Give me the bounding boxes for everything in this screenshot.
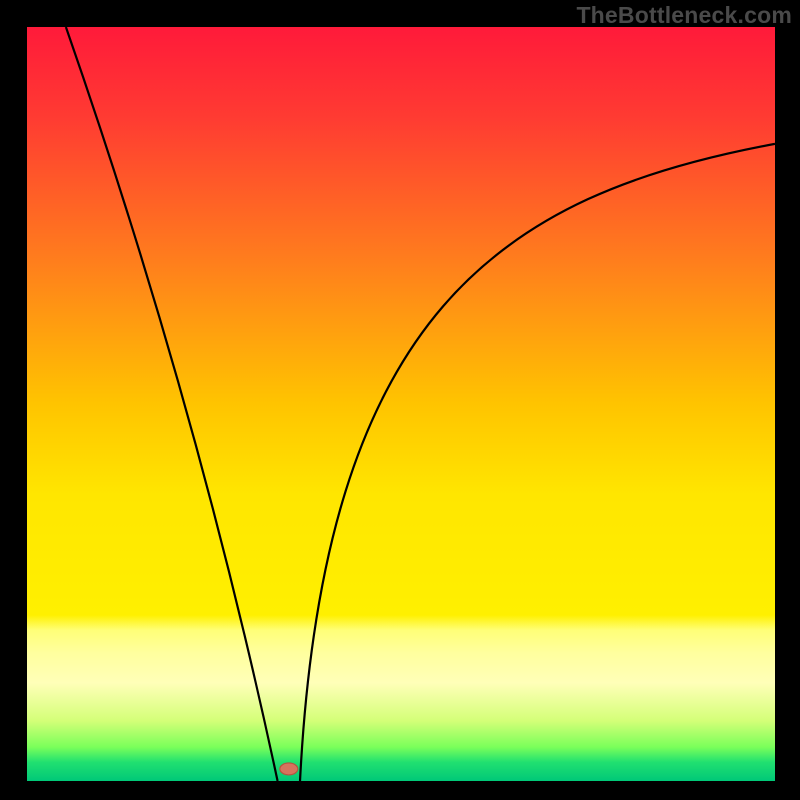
chart-frame: TheBottleneck.com: [0, 0, 800, 800]
optimal-marker: [280, 763, 298, 775]
plot-svg: [27, 27, 775, 781]
plot-background: [27, 27, 775, 781]
watermark-text: TheBottleneck.com: [576, 2, 792, 29]
